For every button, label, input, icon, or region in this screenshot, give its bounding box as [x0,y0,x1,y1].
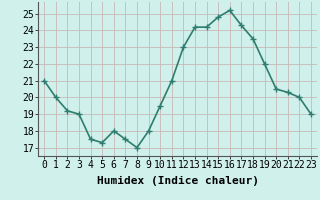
X-axis label: Humidex (Indice chaleur): Humidex (Indice chaleur) [97,176,259,186]
